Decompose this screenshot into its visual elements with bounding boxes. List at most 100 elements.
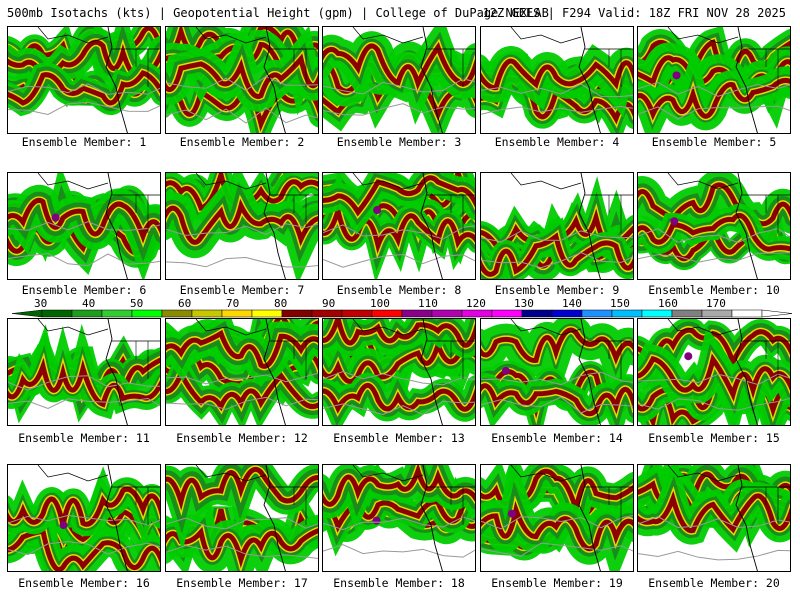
height-contour xyxy=(8,541,160,556)
jet-core-maroon xyxy=(323,491,475,533)
map-canvas xyxy=(8,319,160,425)
ensemble-member-label: Ensemble Member: 12 xyxy=(176,431,308,445)
colorbar-swatch xyxy=(251,309,283,318)
ensemble-member-map xyxy=(480,26,634,134)
border-line xyxy=(135,341,149,379)
ensemble-member-map xyxy=(165,26,319,134)
ensemble-member-label: Ensemble Member: 8 xyxy=(336,283,462,297)
colorbar-tick-label: 60 xyxy=(178,297,192,310)
colorbar-tick-label: 70 xyxy=(226,297,240,310)
map-canvas xyxy=(8,27,160,133)
border-line xyxy=(195,173,267,190)
colorbar-swatch xyxy=(521,309,553,318)
border-line xyxy=(510,27,582,44)
ensemble-member-map xyxy=(322,26,476,134)
coastline xyxy=(105,319,128,425)
map-canvas xyxy=(166,27,318,133)
border-line xyxy=(352,319,424,336)
height-contour xyxy=(481,515,633,530)
colorbar-swatch xyxy=(311,309,343,318)
jet-core-maroon xyxy=(8,528,160,571)
jet-core-maroon xyxy=(638,182,790,227)
height-contour xyxy=(166,257,318,268)
colorbar-tick-label: 170 xyxy=(706,297,726,310)
ensemble-member-label: Ensemble Member: 15 xyxy=(648,431,780,445)
border-line xyxy=(293,487,307,525)
colorbar-tick-label: 100 xyxy=(370,297,390,310)
border-line xyxy=(293,195,307,233)
map-canvas xyxy=(638,27,790,133)
height-contour xyxy=(323,254,475,268)
colorbar-tick-label: 90 xyxy=(322,297,336,310)
jet-core-maroon xyxy=(323,201,475,254)
height-contour xyxy=(8,375,160,391)
height-contour xyxy=(166,75,318,91)
jet-core-maroon xyxy=(166,53,318,99)
coastline xyxy=(263,319,286,425)
border-line xyxy=(450,487,464,525)
colorbar-swatch xyxy=(191,309,223,318)
border-line xyxy=(195,27,267,44)
coastline xyxy=(105,27,128,133)
colorbar-tick-label: 40 xyxy=(82,297,96,310)
jet-core-maroon xyxy=(481,58,633,91)
border-line xyxy=(667,319,739,336)
border-line xyxy=(667,465,739,482)
ensemble-member-map xyxy=(7,318,161,426)
colorbar-tick-label: 160 xyxy=(658,297,678,310)
coastline xyxy=(735,319,758,425)
border-line xyxy=(195,465,267,482)
jet-max-purple xyxy=(684,352,693,361)
height-contour xyxy=(8,514,160,526)
height-contour xyxy=(481,230,633,243)
colorbar-tick-label: 80 xyxy=(274,297,288,310)
map-canvas xyxy=(323,465,475,571)
border-line xyxy=(450,341,464,379)
ensemble-member-label: Ensemble Member: 2 xyxy=(179,135,305,149)
map-canvas xyxy=(323,173,475,279)
jet-core-maroon xyxy=(8,70,160,106)
colorbar-tick-label: 110 xyxy=(418,297,438,310)
ensemble-member-label: Ensemble Member: 16 xyxy=(18,576,150,590)
border-line xyxy=(352,27,424,44)
map-canvas xyxy=(323,319,475,425)
border-line xyxy=(37,319,109,336)
height-contour xyxy=(166,107,318,124)
height-contour xyxy=(323,371,475,386)
border-line xyxy=(667,27,739,44)
ensemble-member-label: Ensemble Member: 17 xyxy=(176,576,308,590)
ensemble-member-map xyxy=(637,26,791,134)
height-contour xyxy=(638,397,790,411)
jet-core-maroon xyxy=(8,357,160,408)
jet-core-maroon xyxy=(481,232,633,277)
ensemble-member-label: Ensemble Member: 10 xyxy=(648,283,780,297)
jet-max-purple xyxy=(670,217,679,226)
border-line xyxy=(510,465,582,482)
height-contour xyxy=(638,81,790,97)
coastline xyxy=(263,27,286,133)
jet-max-purple xyxy=(59,521,68,530)
border-line xyxy=(450,49,464,87)
border-line xyxy=(510,319,582,336)
height-contour xyxy=(8,83,160,95)
colorbar-tick-label: 130 xyxy=(514,297,534,310)
border-line xyxy=(293,49,307,87)
height-contour xyxy=(638,252,790,263)
ensemble-member-label: Ensemble Member: 18 xyxy=(333,576,465,590)
header: 500mb Isotachs (kts) | Geopotential Heig… xyxy=(0,0,800,22)
coastline xyxy=(420,465,443,571)
jet-core-maroon xyxy=(8,197,160,244)
border-line xyxy=(608,49,622,87)
height-contour xyxy=(638,228,790,244)
ensemble-member-map xyxy=(480,318,634,426)
colorbar-swatch xyxy=(731,309,763,318)
map-canvas xyxy=(8,465,160,571)
height-contour xyxy=(166,545,318,559)
coastline xyxy=(578,319,601,425)
colorbar-swatch xyxy=(281,309,313,318)
border-line xyxy=(135,195,149,233)
jet-core-maroon xyxy=(481,327,633,365)
border-line xyxy=(765,487,779,525)
colorbar-swatch xyxy=(131,309,163,318)
ensemble-member-label: Ensemble Member: 4 xyxy=(494,135,620,149)
